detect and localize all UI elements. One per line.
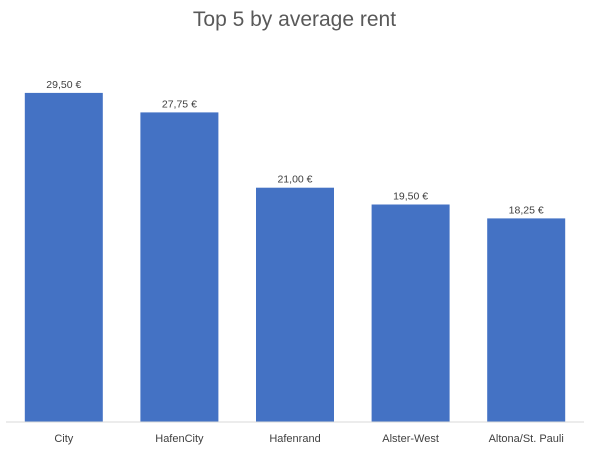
data-label-2: 21,00 € <box>277 174 312 186</box>
data-label-4: 18,25 € <box>509 204 544 216</box>
category-label-2: Hafenrand <box>269 433 320 445</box>
data-label-1: 27,75 € <box>162 98 197 110</box>
chart-title: Top 5 by average rent <box>192 8 397 31</box>
bar-2 <box>256 187 334 422</box>
bars-group <box>24 92 566 423</box>
bar-3 <box>371 204 450 422</box>
bar-4 <box>487 218 566 422</box>
data-label-3: 19,50 € <box>393 191 428 203</box>
bar-0 <box>24 92 103 423</box>
category-labels-group: City HafenCity Hafenrand Alster-West Altona/… <box>54 433 563 445</box>
bar-1 <box>140 112 219 423</box>
category-label-0: City <box>54 433 73 445</box>
data-label-0: 29,50 € <box>46 79 81 91</box>
data-labels-group: 29,50 € 27,75 € 21,00 € 19,50 € 18,25 € <box>46 79 544 216</box>
category-label-4: Altona/St. Pauli <box>489 433 564 445</box>
category-label-3: Alster-West <box>382 433 439 445</box>
category-label-1: HafenCity <box>155 433 204 445</box>
